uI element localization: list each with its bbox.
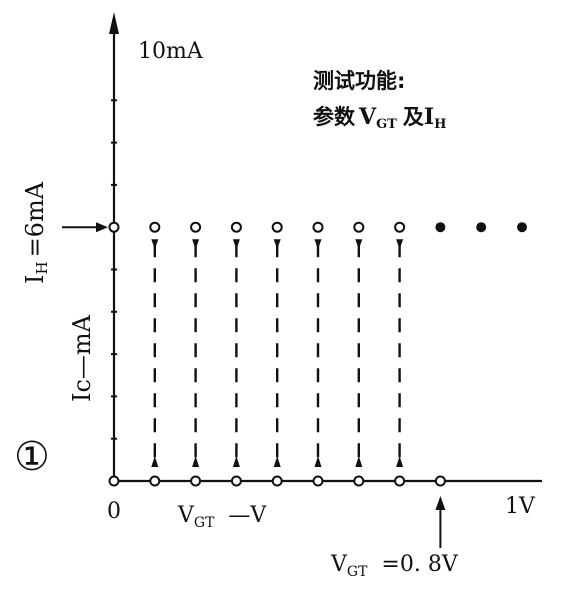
baseline-point [434, 475, 446, 487]
ih-level-label: IH=6mA [21, 181, 51, 284]
off-point [517, 222, 527, 233]
x-axis-label: VGT —V [177, 503, 267, 531]
y-axis-arrowhead [109, 12, 119, 34]
conducting-point [108, 221, 120, 233]
off-point [435, 222, 446, 233]
conducting-point [149, 221, 161, 233]
baseline-point [394, 475, 406, 487]
conducting-point [312, 221, 324, 233]
y-axis-label: Ic—mA [68, 314, 96, 402]
test-function-title: 测试功能: [313, 69, 405, 93]
down-arrowhead [396, 239, 404, 250]
down-arrowhead [355, 239, 363, 250]
down-arrowhead [232, 239, 240, 250]
conducting-point [353, 221, 365, 233]
baseline-point [190, 475, 202, 487]
up-arrowhead [151, 456, 159, 467]
conducting-point [230, 221, 242, 233]
baseline-point [230, 475, 242, 487]
down-arrowhead [192, 239, 200, 250]
down-arrowhead [273, 239, 281, 250]
baseline-point [149, 475, 161, 487]
baseline-point [108, 475, 120, 487]
data-marks [108, 221, 527, 487]
x-origin-label: 0 [107, 499, 121, 524]
conducting-point [190, 221, 202, 233]
vgt-pointer-arrowhead [435, 496, 446, 510]
baseline-point [312, 475, 324, 487]
down-arrowhead [314, 239, 322, 250]
up-arrowhead [192, 456, 200, 467]
axes [62, 12, 542, 548]
baseline-point [271, 475, 283, 487]
y-max-label: 10mA [138, 39, 204, 64]
conducting-point [394, 221, 406, 233]
x-max-label: 1V [505, 494, 536, 519]
circled-number: ① [14, 434, 50, 480]
ih-pointer-arrowhead [96, 222, 108, 233]
up-arrowhead [355, 456, 363, 467]
up-arrowhead [232, 456, 240, 467]
parameters-label: 参数 VGT 及IH [313, 104, 446, 132]
off-point [476, 222, 487, 233]
down-arrowhead [151, 239, 159, 250]
baseline-point [353, 475, 365, 487]
up-arrowhead [273, 456, 281, 467]
vgt-value-label: VGT =0. 8V [330, 552, 459, 580]
up-arrowhead [396, 456, 404, 467]
up-arrowhead [314, 456, 322, 467]
conducting-point [271, 221, 283, 233]
